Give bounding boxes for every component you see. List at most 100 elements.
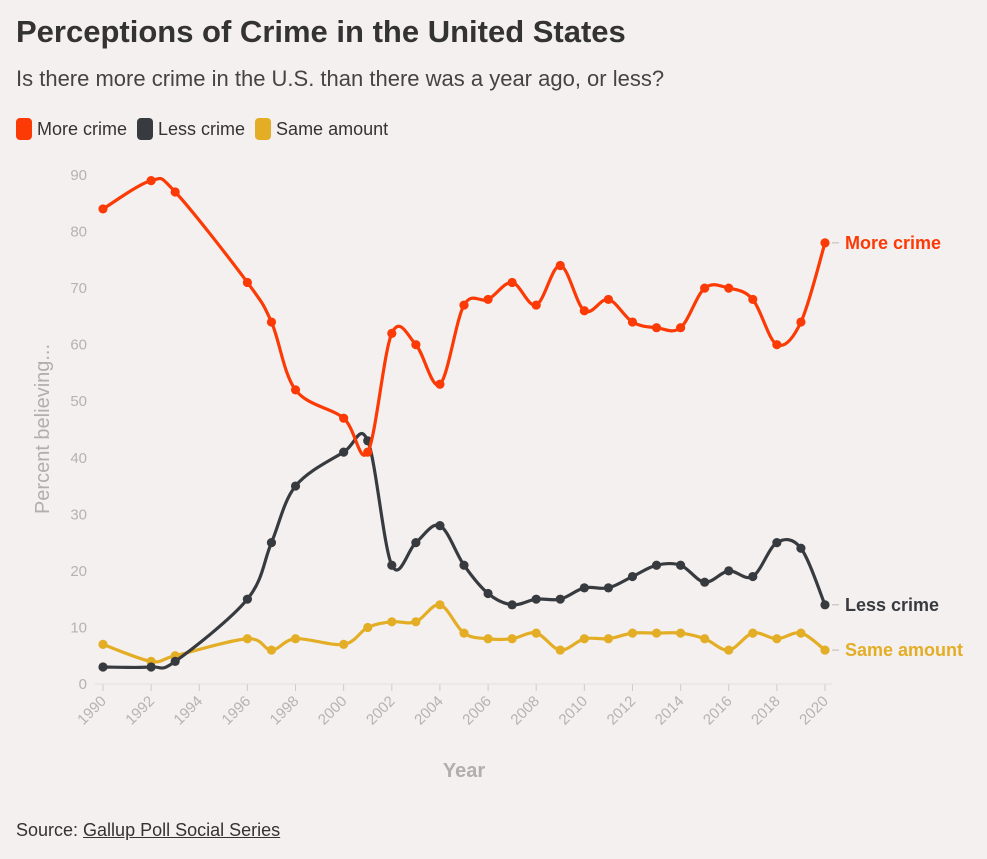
data-point-more-crime[interactable] [796,317,806,327]
data-point-more-crime[interactable] [676,323,686,333]
x-axis-title: Year [443,760,485,782]
data-point-same-amount[interactable] [507,634,517,644]
data-point-more-crime[interactable] [387,328,397,338]
data-point-more-crime[interactable] [700,283,710,293]
data-point-less-crime[interactable] [555,594,565,604]
data-point-less-crime[interactable] [483,588,493,599]
data-point-less-crime[interactable] [242,594,252,604]
series-same-amount: Same amount [98,600,963,666]
data-point-same-amount[interactable] [387,617,397,627]
data-point-more-crime[interactable] [555,260,565,271]
data-point-less-crime[interactable] [579,583,589,593]
legend-swatch-less-crime [137,118,154,140]
data-point-same-amount[interactable] [555,645,565,655]
data-point-less-crime[interactable] [820,600,830,610]
data-point-same-amount[interactable] [820,645,830,655]
data-point-less-crime[interactable] [748,571,758,582]
x-tick-label: 2012 [604,693,640,729]
data-point-less-crime[interactable] [627,571,638,582]
series-layer: Same amount Less crime More crime [98,176,963,672]
data-point-less-crime[interactable] [339,447,349,457]
data-point-same-amount[interactable] [459,628,469,638]
data-point-less-crime[interactable] [98,662,108,672]
data-point-same-amount[interactable] [531,628,541,638]
y-axis: 0 10 20 30 40 50 60 70 80 90 [70,167,87,693]
series-line-less-crime [101,431,827,670]
x-tick-label: 1998 [267,693,303,729]
data-point-same-amount[interactable] [339,639,349,650]
data-point-more-crime[interactable] [579,306,589,316]
data-point-same-amount[interactable] [266,645,277,655]
data-point-same-amount[interactable] [651,628,662,638]
data-point-less-crime[interactable] [796,543,806,553]
data-point-same-amount[interactable] [411,617,421,627]
data-point-same-amount[interactable] [700,634,710,644]
data-point-less-crime[interactable] [290,481,301,491]
data-point-more-crime[interactable] [651,323,662,333]
y-tick-label: 80 [70,224,87,241]
data-point-same-amount[interactable] [603,634,614,644]
end-label-more-crime: More crime [845,233,941,253]
data-point-more-crime[interactable] [98,204,108,214]
data-point-same-amount[interactable] [363,622,373,633]
data-point-more-crime[interactable] [603,294,614,305]
data-point-same-amount[interactable] [483,634,493,644]
data-point-less-crime[interactable] [459,560,469,570]
data-point-same-amount[interactable] [627,628,638,638]
data-point-same-amount[interactable] [98,639,108,650]
data-point-same-amount[interactable] [748,628,758,638]
data-point-more-crime[interactable] [411,340,421,350]
data-point-more-crime[interactable] [339,413,349,423]
data-point-less-crime[interactable] [411,538,421,548]
data-point-less-crime[interactable] [700,577,710,587]
chart-subtitle: Is there more crime in the U.S. than the… [16,66,665,91]
data-point-less-crime[interactable] [603,583,614,593]
data-point-more-crime[interactable] [772,340,782,350]
data-point-more-crime[interactable] [459,300,469,310]
data-point-more-crime[interactable] [483,294,493,305]
source-link[interactable]: Gallup Poll Social Series [83,820,281,840]
series-line-more-crime [101,176,827,457]
data-point-more-crime[interactable] [507,277,517,288]
data-point-same-amount[interactable] [579,634,589,644]
data-point-same-amount[interactable] [724,645,734,655]
legend-item-same-amount[interactable]: Same amount [255,118,388,140]
data-point-less-crime[interactable] [507,600,517,610]
data-point-same-amount[interactable] [772,634,782,644]
data-point-more-crime[interactable] [531,300,541,310]
data-point-less-crime[interactable] [651,560,662,570]
end-label-same-amount: Same amount [845,640,963,660]
legend-item-more-crime[interactable]: More crime [16,118,127,140]
data-point-less-crime[interactable] [266,538,277,548]
legend-swatch-same-amount [255,118,272,140]
data-point-more-crime[interactable] [748,294,758,305]
data-point-more-crime[interactable] [170,187,180,197]
data-point-more-crime[interactable] [146,176,156,186]
data-point-more-crime[interactable] [363,447,373,457]
data-point-more-crime[interactable] [627,317,638,327]
data-point-less-crime[interactable] [676,560,686,570]
data-point-same-amount[interactable] [290,634,301,644]
data-point-same-amount[interactable] [796,628,806,638]
line-chart: 0 10 20 30 40 50 60 70 80 90 1990 1992 1994 1996 1998… [32,167,963,782]
legend-label-more-crime: More crime [37,118,128,139]
data-point-less-crime[interactable] [170,656,180,666]
data-point-less-crime[interactable] [387,560,397,570]
data-point-more-crime[interactable] [266,317,277,327]
data-point-same-amount[interactable] [676,628,686,638]
data-point-less-crime[interactable] [724,566,734,576]
data-point-more-crime[interactable] [242,277,252,288]
data-point-less-crime[interactable] [531,594,541,604]
legend-item-less-crime[interactable]: Less crime [137,118,245,140]
data-point-less-crime[interactable] [435,521,445,531]
data-point-more-crime[interactable] [724,283,734,293]
data-point-more-crime[interactable] [820,238,830,248]
chart-title: Perceptions of Crime in the United State… [16,14,626,49]
data-point-more-crime[interactable] [290,385,301,395]
data-point-more-crime[interactable] [435,379,445,389]
data-point-same-amount[interactable] [242,634,252,644]
data-point-less-crime[interactable] [772,538,782,548]
series-more-crime: More crime [98,176,941,457]
data-point-less-crime[interactable] [146,662,156,672]
data-point-same-amount[interactable] [435,600,445,610]
